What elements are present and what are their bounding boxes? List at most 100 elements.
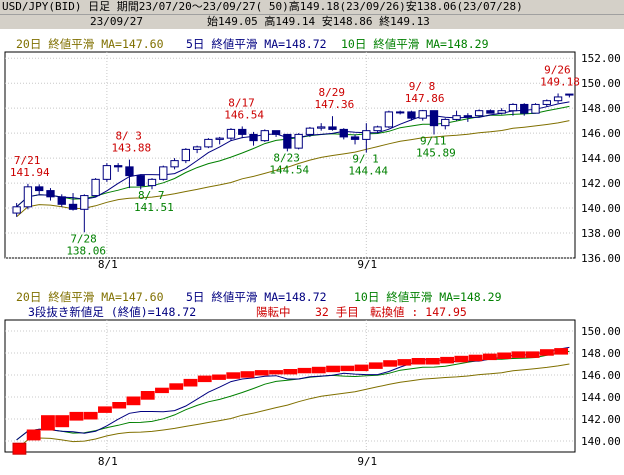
- kagi-reversal: 転換値 : 147.95: [370, 305, 467, 319]
- annotation-value: 138.06: [66, 244, 106, 257]
- candle-body: [136, 175, 145, 187]
- bull-brick: [183, 378, 198, 387]
- candle-body: [159, 166, 168, 180]
- bull-brick: [126, 396, 141, 406]
- candle-body: [249, 133, 258, 142]
- legend-ma20-top: 20日 終値平滑 MA=147.60: [16, 37, 164, 51]
- candle-body: [170, 160, 179, 168]
- candle-body: [328, 126, 337, 130]
- annotation-value: 143.88: [111, 142, 151, 155]
- bull-brick: [383, 360, 397, 367]
- current-ohlc: 始149.05 高149.14 安148.86 終149.13: [207, 15, 430, 28]
- chart-period-title: USD/JPY(BID) 日足 期間23/07/20～23/09/27( 50)…: [2, 0, 523, 13]
- y-tick-label: 148.00: [581, 102, 621, 115]
- candle-body: [215, 137, 224, 140]
- ohlc-info-bar: 23/09/27 始149.05 高149.14 安148.86 終149.13: [0, 15, 624, 29]
- candle-body: [407, 111, 416, 119]
- bull-brick: [539, 349, 554, 356]
- annotation-value: 147.36: [314, 98, 354, 111]
- annotation-date: 9/ 1: [352, 153, 379, 166]
- annotation-value: 141.51: [134, 201, 174, 214]
- annotation-date: 9/26: [544, 63, 571, 76]
- bull-brick: [411, 358, 426, 365]
- bull-brick: [297, 367, 312, 374]
- bull-brick: [140, 391, 155, 400]
- candlestick-panel: 136.00 138.00 140.00 142.00 144.00 146.00 148.…: [4, 51, 621, 271]
- candle-body: [542, 100, 551, 105]
- bull-brick: [440, 356, 455, 364]
- bull-brick: [169, 383, 184, 390]
- bull-brick: [340, 365, 355, 372]
- annotation-date: 8/ 7: [138, 189, 165, 202]
- bull-brick: [425, 358, 440, 365]
- candle-body: [192, 146, 202, 150]
- bull-brick: [112, 402, 127, 409]
- candle-body: [147, 178, 157, 187]
- bull-brick: [269, 370, 283, 375]
- plot-frame-top: [4, 51, 576, 259]
- candle-body: [531, 103, 540, 114]
- candle-body: [362, 130, 371, 140]
- kagi-state: 陽転中: [256, 305, 291, 319]
- legend-ma10-bottom: 10日 終値平滑 MA=148.29: [354, 290, 502, 304]
- y-tick-label: 150.00: [581, 325, 621, 338]
- bull-brick: [197, 375, 212, 383]
- annotation-date: 8/23: [273, 151, 300, 164]
- candle-body: [80, 195, 89, 210]
- bull-brick: [482, 353, 497, 361]
- bull-brick: [511, 351, 526, 358]
- y-tick-label: 142.00: [581, 177, 621, 190]
- candle-body: [226, 128, 236, 139]
- bull-brick: [368, 362, 383, 369]
- legend-ma5-top: 5日 終値平滑 MA=148.72: [186, 37, 327, 51]
- candle-body: [373, 126, 382, 132]
- candle-body: [395, 111, 405, 114]
- bull-brick: [525, 351, 540, 358]
- annotation-value: 141.94: [10, 166, 50, 179]
- legend-ma20-bottom: 20日 終値平滑 MA=147.60: [16, 290, 164, 304]
- candle-body: [474, 110, 484, 117]
- candle-body: [271, 130, 281, 135]
- x-tick-label: 9/1: [357, 258, 377, 271]
- candle-body: [181, 148, 191, 162]
- bull-brick: [397, 359, 412, 366]
- candle-body: [553, 96, 563, 102]
- bull-brick: [326, 365, 340, 373]
- bull-brick: [26, 429, 41, 441]
- candle-body: [46, 190, 55, 198]
- bull-brick: [83, 411, 98, 420]
- candle-body: [294, 133, 303, 149]
- bull-brick: [55, 415, 70, 428]
- y-tick-label: 148.00: [581, 347, 621, 360]
- bull-brick: [98, 406, 112, 413]
- y-tick-label: 144.00: [581, 152, 621, 165]
- x-tick-label: 9/1: [357, 455, 377, 468]
- annotation-value: 147.86: [405, 92, 445, 105]
- window-title-bar: USD/JPY(BID) 日足 期間23/07/20～23/09/27( 50)…: [0, 0, 624, 15]
- legend-ma10-top: 10日 終値平滑 MA=148.29: [341, 37, 489, 51]
- annotation-date: 7/21: [14, 154, 40, 167]
- bull-brick: [468, 354, 483, 362]
- candle-body: [12, 206, 21, 214]
- candle-body: [238, 128, 247, 135]
- candle-body: [418, 110, 427, 119]
- candle-body: [91, 178, 100, 197]
- bull-brick: [311, 366, 326, 374]
- plot-frame-bottom: [4, 319, 576, 453]
- candle-body: [463, 115, 473, 118]
- annotation-date: 9/ 8: [409, 80, 436, 93]
- bull-brick: [155, 387, 169, 394]
- y-tick-label: 138.00: [581, 227, 621, 240]
- annotation-value: 145.89: [416, 147, 456, 160]
- ma20-line: [16, 120, 570, 218]
- y-tick-label: 152.00: [581, 52, 621, 65]
- y-tick-label: 146.00: [581, 127, 621, 140]
- candle-body: [452, 115, 461, 120]
- candle-body: [486, 110, 495, 114]
- annotation-value: 144.54: [269, 163, 309, 176]
- candle-body: [283, 133, 292, 149]
- y-tick-label: 150.00: [581, 77, 621, 90]
- new-price-bar-panel: 140.00 142.00 144.00 146.00 148.00 150.00 8/1 9…: [4, 319, 621, 468]
- current-date: 23/09/27: [90, 15, 143, 28]
